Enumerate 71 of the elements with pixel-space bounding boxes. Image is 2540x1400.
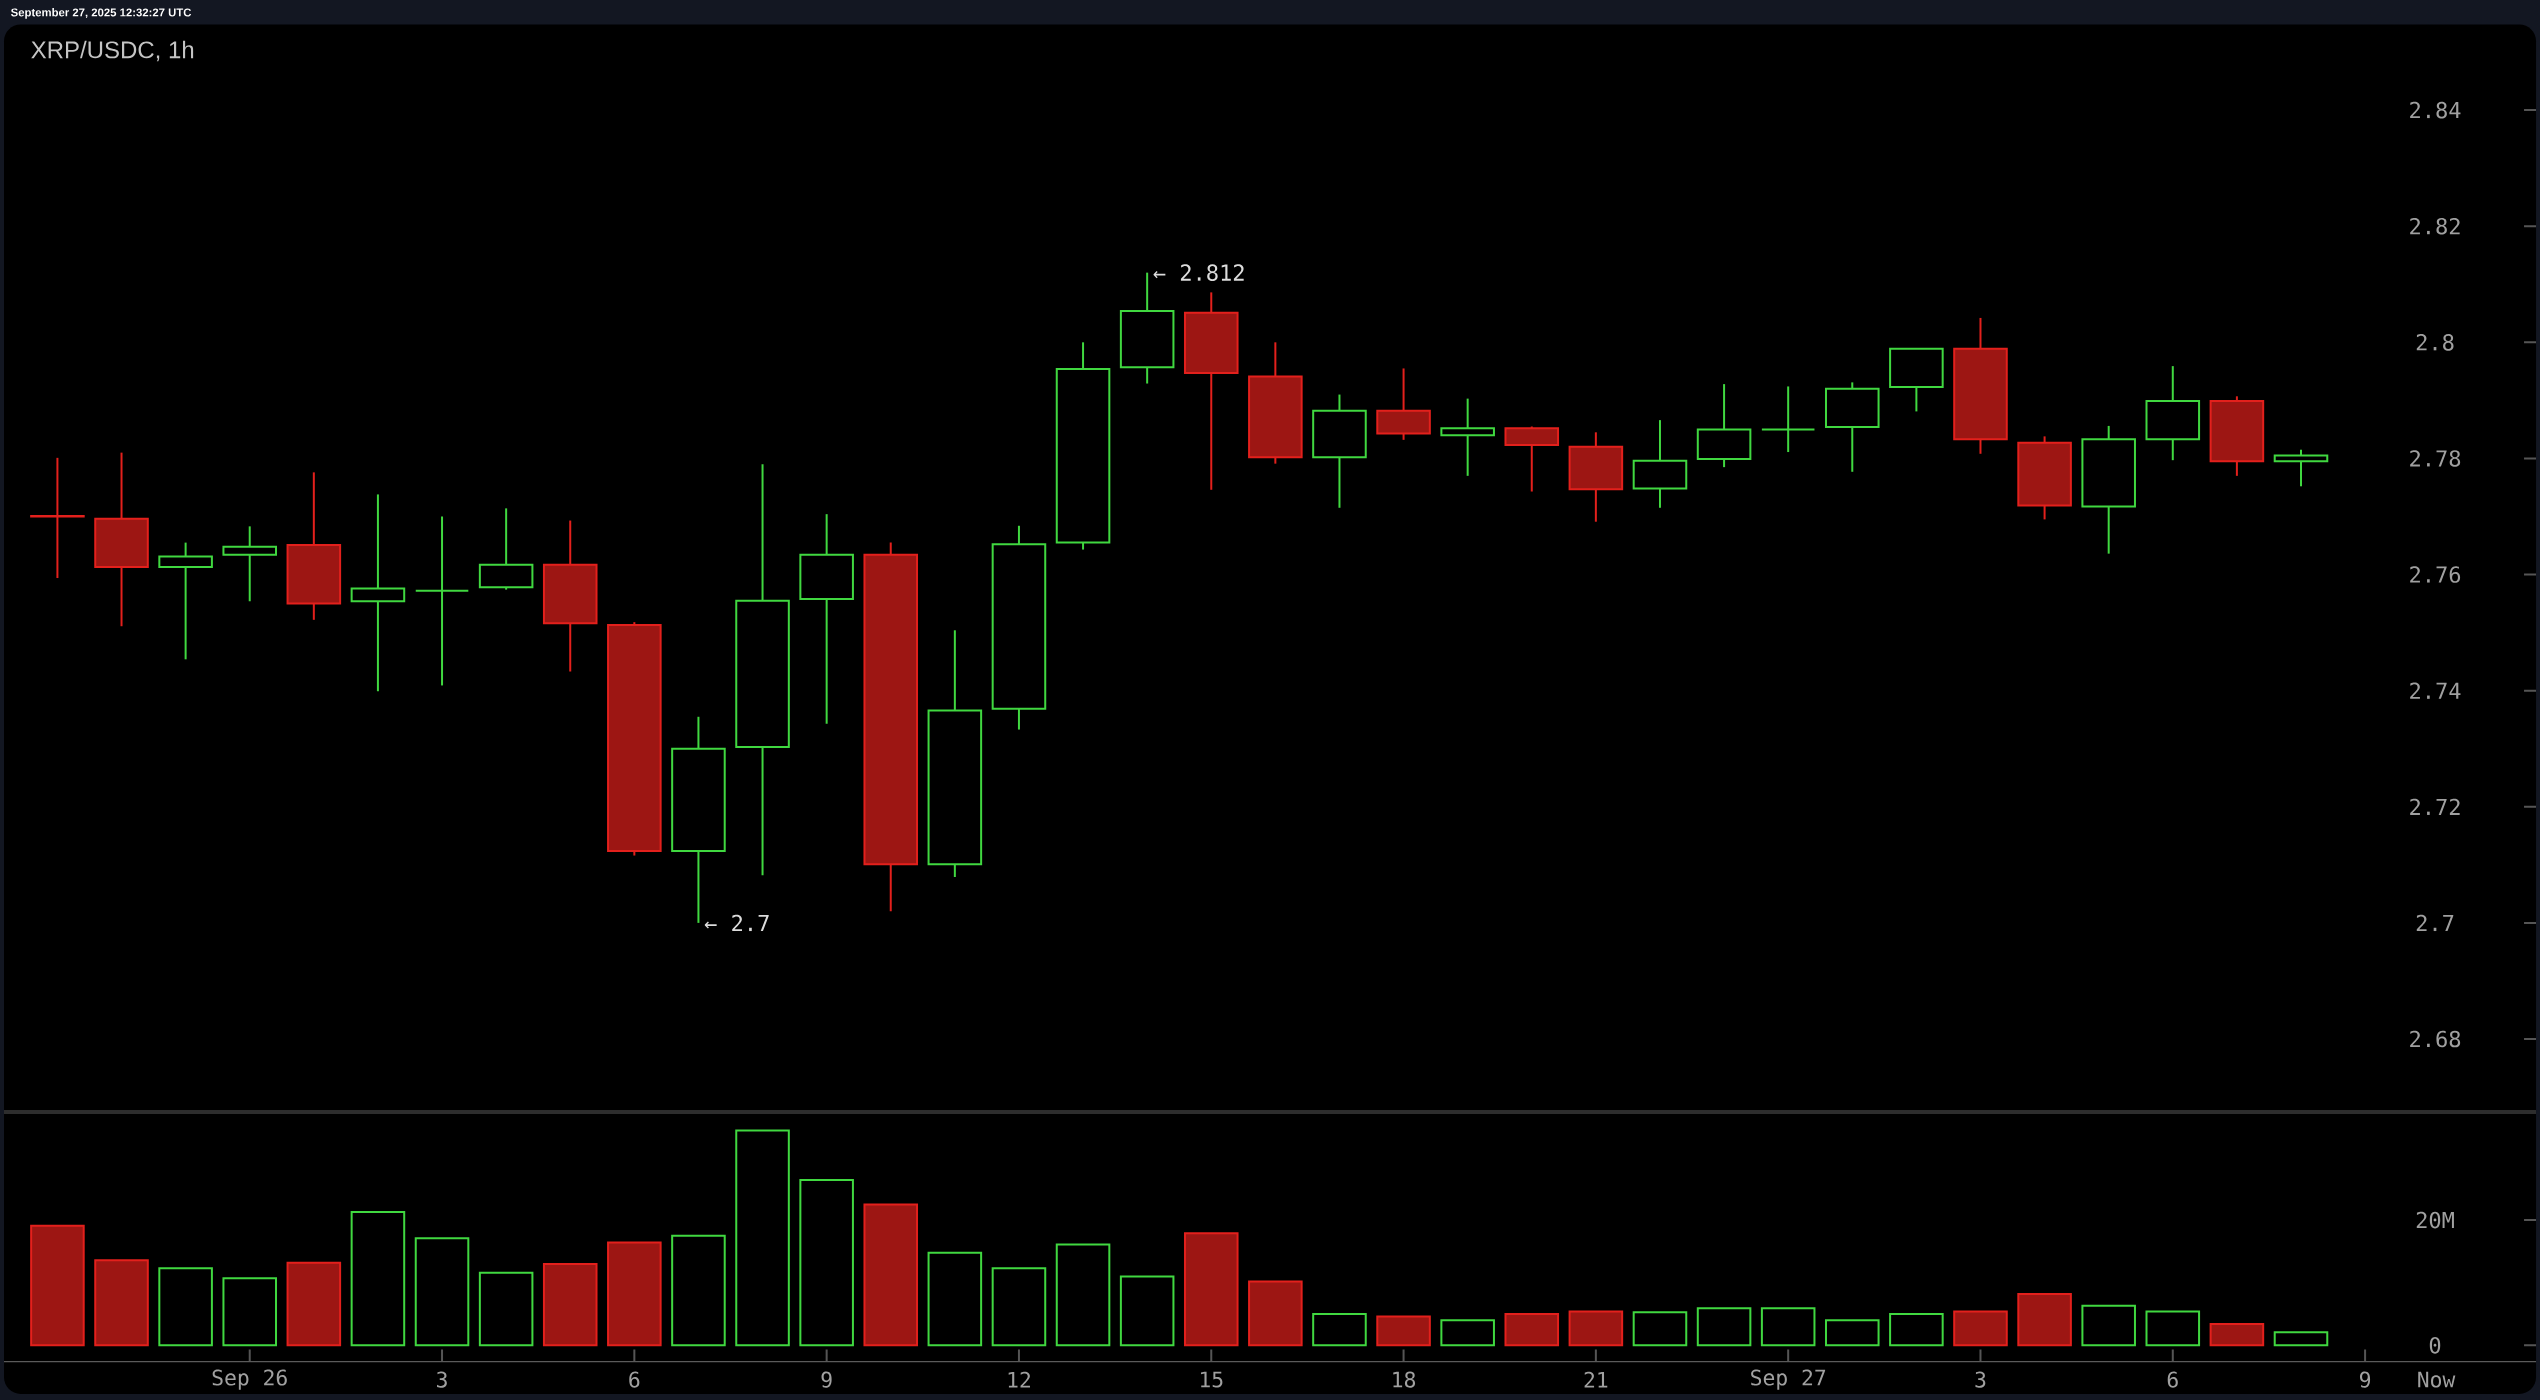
x-tick-label: 15: [1200, 1371, 1223, 1388]
bar: [991, 1267, 1047, 1347]
y-tick-label: 2.78: [2410, 450, 2461, 467]
x-tick-label: 21: [1584, 1371, 1608, 1388]
bar: [607, 1241, 662, 1347]
bar: [1696, 1307, 1752, 1347]
bar: [1824, 1319, 1880, 1347]
bar: [2145, 1310, 2201, 1347]
x-tick-label: 18: [1393, 1371, 1416, 1388]
candlestick: [222, 525, 278, 603]
bar: [1889, 1313, 1944, 1347]
bar: [1760, 1307, 1816, 1347]
bar: [2273, 1331, 2329, 1347]
bar: [30, 1224, 85, 1347]
y-tick-label: 2.72: [2410, 798, 2460, 815]
bar: [799, 1179, 854, 1347]
annotation: ← 2.812: [1153, 264, 1244, 281]
annotation: ← 2.7: [704, 914, 769, 932]
text: Now: [2418, 1371, 2456, 1388]
x-tick-label: 9: [821, 1371, 832, 1388]
bar: [1440, 1319, 1495, 1347]
candlestick: [158, 541, 213, 661]
bar: [863, 1203, 919, 1347]
bar: [1953, 1310, 2008, 1347]
x-tick-label: Sep 26: [212, 1369, 287, 1390]
bar: [414, 1237, 470, 1347]
bar: [671, 1234, 726, 1347]
bar: [94, 1259, 149, 1347]
bar: [542, 1262, 598, 1347]
bar: [1312, 1313, 1367, 1347]
y-tick-label: 2.82: [2410, 217, 2460, 235]
bar: [927, 1251, 983, 1347]
bar: [1568, 1310, 1624, 1347]
x-tick-label: 12: [1008, 1371, 1030, 1388]
bar: [158, 1267, 213, 1347]
bar: [735, 1129, 790, 1347]
x-tick-label: 3: [437, 1371, 447, 1388]
y-tick-label: 2.76: [2410, 566, 2461, 583]
bar: [1055, 1243, 1111, 1347]
x-tick-label: 3: [1975, 1371, 1986, 1388]
bar: [1183, 1232, 1239, 1347]
y-tick-label: 20M: [2416, 1211, 2454, 1229]
x-tick-label: 6: [2167, 1371, 2178, 1388]
candlestick: [2273, 448, 2329, 488]
candlestick: [414, 515, 470, 687]
y-tick-label: 0: [2429, 1337, 2441, 1354]
bar: [1376, 1315, 1431, 1347]
y-tick-label: 2.7: [2416, 914, 2454, 932]
bar: [222, 1277, 278, 1347]
candlestick: [1760, 385, 1816, 454]
y-tick-label: 2.84: [2410, 101, 2461, 119]
bar: [286, 1261, 342, 1347]
text: September 27, 2025 12:32:27 UTC: [10, 8, 192, 19]
bar: [1504, 1313, 1560, 1347]
bar: [1248, 1280, 1303, 1347]
y-tick-label: 2.74: [2410, 682, 2461, 699]
x-tick-label: Sep 27: [1751, 1369, 1826, 1390]
x-tick-label: 6: [629, 1371, 640, 1388]
chart-title: XRP/USDC, 1h: [31, 40, 194, 62]
bar: [350, 1210, 406, 1347]
x-tick-label: 9: [2359, 1371, 2371, 1388]
y-tick-label: 2.8: [2416, 334, 2454, 351]
candlestick: [1440, 397, 1495, 477]
y-tick-label: 2.68: [2410, 1030, 2461, 1048]
bar: [1119, 1275, 1175, 1347]
bar: [2017, 1292, 2072, 1347]
bar: [2209, 1323, 2265, 1347]
bar: [1632, 1311, 1688, 1347]
bar: [2081, 1304, 2136, 1347]
candlestick: [350, 493, 406, 693]
bar: [478, 1271, 534, 1347]
